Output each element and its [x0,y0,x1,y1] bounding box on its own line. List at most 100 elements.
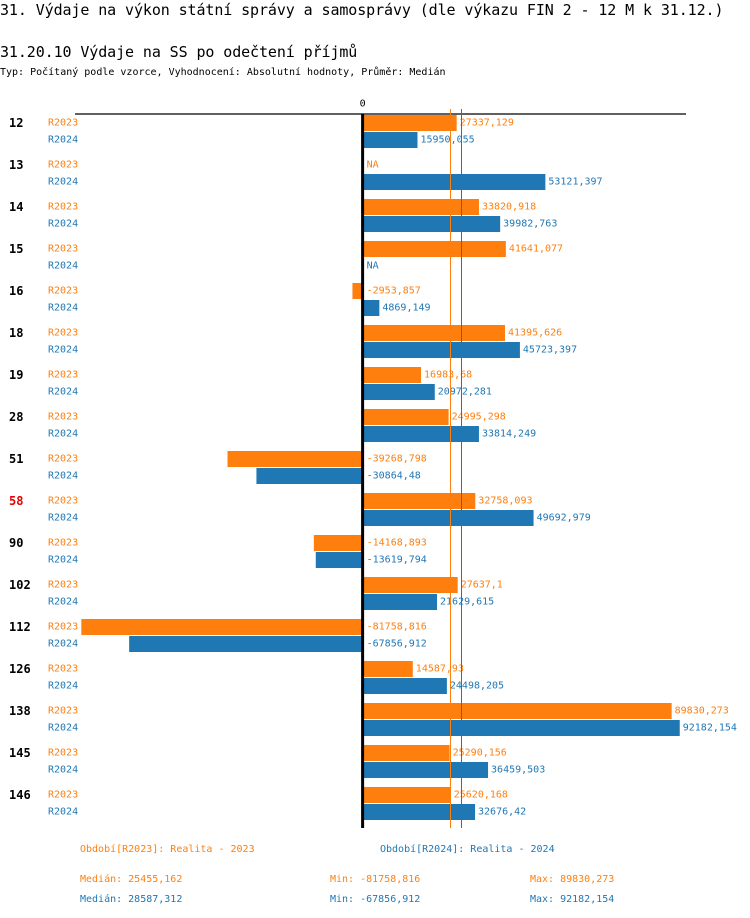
value-label: NA [367,160,379,171]
value-label: 49692,979 [537,513,591,524]
category-label: 19 [9,368,23,382]
bar-r2024 [256,468,363,484]
bar-r2023 [362,703,672,719]
value-label: 92182,154 [683,723,737,734]
series-label: R2023 [48,412,78,423]
series-label: R2024 [48,723,78,734]
series-label: R2024 [48,597,78,608]
value-label: 33814,249 [482,429,536,440]
max-r2023: Max: 89830,273 [530,874,615,885]
bar-r2023 [313,535,363,551]
series-label: R2024 [48,261,78,272]
bar-r2023 [362,367,422,383]
legend-r2024: Období[R2024]: Realita - 2024 [380,844,555,855]
bar-r2024 [362,132,418,148]
series-label: R2023 [48,244,78,255]
bar-r2023 [227,451,363,467]
category-label: 145 [9,746,31,760]
series-label: R2023 [48,286,78,297]
series-label: R2024 [48,765,78,776]
series-label: R2024 [48,387,78,398]
series-label: R2023 [48,580,78,591]
legend-r2023: Období[R2023]: Realita - 2023 [80,844,255,855]
value-label: 53121,397 [548,177,602,188]
series-label: R2023 [48,370,78,381]
category-label: 146 [9,788,31,802]
value-label: 16983,68 [424,370,472,381]
bar-r2024 [362,216,501,232]
value-label: 20972,281 [438,387,492,398]
value-label: 24995,298 [452,412,506,423]
category-label: 58 [9,494,23,508]
series-label: R2024 [48,639,78,650]
series-label: R2024 [48,471,78,482]
category-label: 12 [9,116,23,130]
bar-r2023 [352,283,363,299]
bar-r2023 [362,325,506,341]
value-label: 32758,093 [478,496,532,507]
chart-title: 31.20.10 Výdaje na SS po odečtení příjmů [0,43,358,61]
value-label: 4869,149 [382,303,430,314]
bar-r2024 [362,174,546,190]
series-label: R2024 [48,429,78,440]
bar-r2023 [81,619,363,635]
value-label: 24498,205 [450,681,504,692]
value-label: 39982,763 [503,219,557,230]
page-title: 31. Výdaje na výkon státní správy a samo… [0,1,724,19]
series-label: R2024 [48,345,78,356]
value-label: 89830,273 [675,706,729,717]
value-label: 45723,397 [523,345,577,356]
bar-r2023 [362,493,476,509]
category-label: 90 [9,536,23,550]
series-label: R2023 [48,706,78,717]
series-label: R2024 [48,135,78,146]
series-label: R2023 [48,118,78,129]
bar-r2023 [362,115,457,131]
bar-r2024 [129,636,363,652]
series-label: R2023 [48,664,78,675]
value-label: 41395,626 [508,328,562,339]
bar-r2024 [362,426,479,442]
value-label: 32676,42 [478,807,526,818]
bar-r2024 [362,804,476,820]
chart-info: Typ: Počítaný podle vzorce, Vyhodnocení:… [0,67,446,78]
max-r2024: Max: 92182,154 [530,894,615,905]
value-label: 36459,503 [491,765,545,776]
bar-r2023 [362,661,413,677]
bar-r2024 [315,552,363,568]
value-label: -81758,816 [367,622,427,633]
bar-r2024 [362,510,534,526]
zero-tick-label: 0 [360,99,366,110]
series-label: R2023 [48,160,78,171]
value-label: 25290,156 [453,748,507,759]
min-r2023: Min: -81758,816 [330,874,421,885]
series-label: R2024 [48,807,78,818]
category-label: 18 [9,326,23,340]
min-r2024: Min: -67856,912 [330,894,421,905]
category-label: 102 [9,578,31,592]
series-label: R2023 [48,328,78,339]
series-label: R2024 [48,219,78,230]
bar-r2023 [362,745,450,761]
bar-r2024 [362,342,520,358]
category-label: 13 [9,158,23,172]
bar-r2023 [362,199,479,215]
value-label: 27637,1 [461,580,503,591]
series-label: R2023 [48,538,78,549]
value-label: NA [367,261,379,272]
bar-r2024 [362,384,435,400]
bar-r2024 [362,720,680,736]
category-label: 14 [9,200,23,214]
series-label: R2023 [48,454,78,465]
category-label: 112 [9,620,31,634]
value-label: -30864,48 [367,471,421,482]
bar-r2024 [362,300,380,316]
median-r2024: Medián: 28587,312 [80,894,183,905]
value-label: 33820,918 [482,202,536,213]
series-label: R2024 [48,303,78,314]
value-label: 41641,077 [509,244,563,255]
value-label: 21629,615 [440,597,494,608]
bar-r2024 [362,678,447,694]
bar-r2024 [362,762,489,778]
value-label: -14168,893 [367,538,427,549]
